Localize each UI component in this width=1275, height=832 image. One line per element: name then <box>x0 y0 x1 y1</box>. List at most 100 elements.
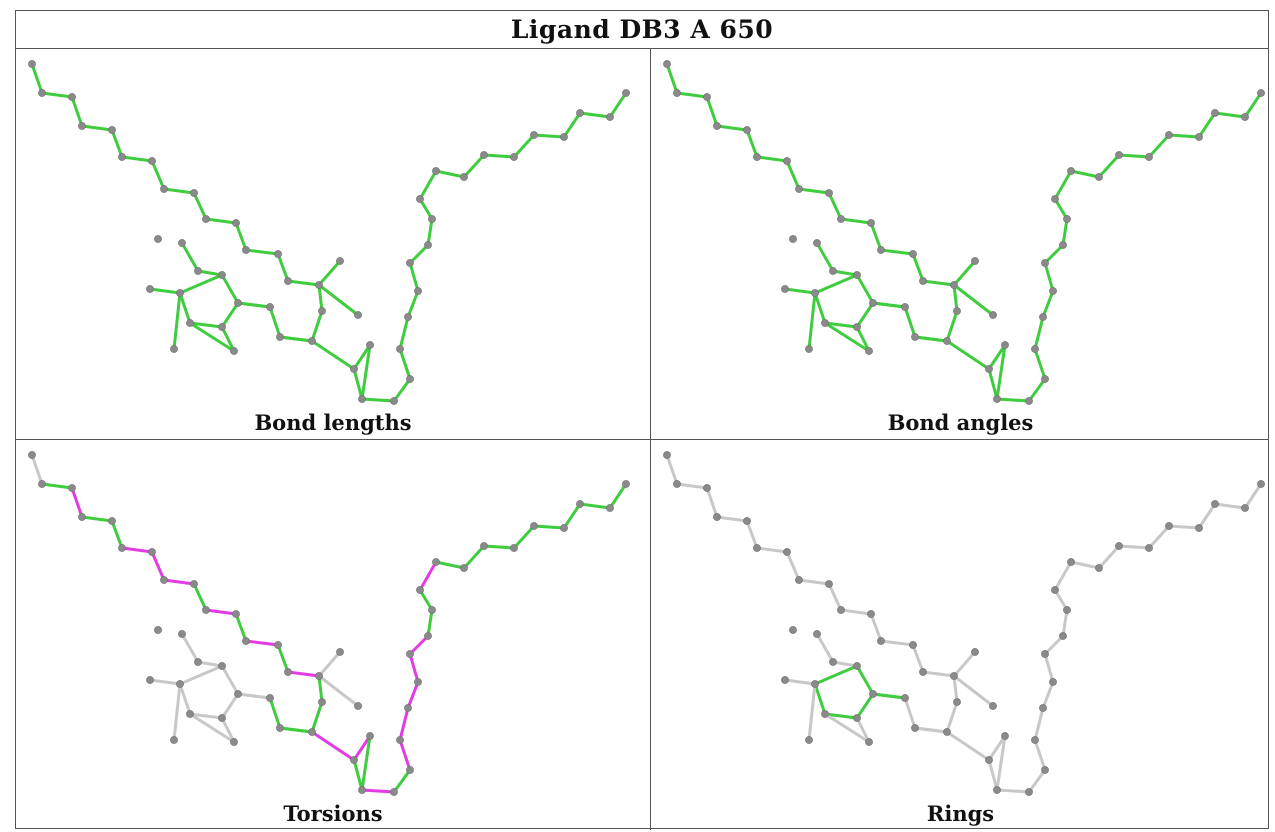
atom-32 <box>350 756 358 764</box>
atom-8 <box>190 189 198 197</box>
atom-28 <box>821 710 829 718</box>
bond-54 <box>172 291 182 351</box>
bond-31 <box>871 692 907 700</box>
bond-5 <box>120 546 154 554</box>
bond-29 <box>823 321 871 353</box>
bond-24 <box>813 273 859 295</box>
atom-17 <box>318 307 326 315</box>
bond-0 <box>30 453 44 486</box>
atom-5 <box>753 153 761 161</box>
atom-13 <box>919 277 927 285</box>
bond-52 <box>1213 111 1247 119</box>
atom-35 <box>1025 397 1033 405</box>
atom-29 <box>853 323 861 331</box>
atom-20 <box>901 303 909 311</box>
bond-49 <box>512 133 536 159</box>
bond-13 <box>286 279 321 287</box>
panel-rings: Rings <box>651 440 1270 830</box>
atom-45 <box>460 564 468 572</box>
atom-8 <box>825 189 833 197</box>
bond-10 <box>234 612 248 643</box>
bond-52 <box>1213 502 1247 510</box>
atom-42 <box>1063 215 1071 223</box>
bond-16 <box>317 674 324 704</box>
atom-10 <box>867 219 875 227</box>
atom-36 <box>1041 766 1049 774</box>
atom-47 <box>510 544 518 552</box>
atom-46 <box>1115 151 1123 159</box>
bond-23 <box>815 241 835 273</box>
bond-11 <box>244 639 280 647</box>
bond-19 <box>268 305 282 339</box>
atom-22 <box>218 662 226 670</box>
atom-3 <box>713 122 721 130</box>
bond-38 <box>1033 347 1047 381</box>
bond-40 <box>406 680 420 710</box>
bond-53 <box>1243 91 1263 119</box>
bond-36 <box>995 788 1031 794</box>
bond-3 <box>80 124 114 132</box>
atom-52 <box>1257 89 1265 97</box>
atom-13 <box>919 668 927 676</box>
atom-48 <box>530 131 538 139</box>
bond-26 <box>813 291 827 325</box>
bond-12 <box>911 252 925 283</box>
bond-29 <box>188 712 236 744</box>
atom-33 <box>1001 341 1009 349</box>
atom-47 <box>1145 544 1153 552</box>
bond-14 <box>317 259 342 287</box>
atom-39 <box>1049 287 1057 295</box>
atom-23 <box>194 658 202 666</box>
atom-25 <box>154 235 162 243</box>
bond-41 <box>408 261 420 293</box>
bond-26 <box>813 682 827 716</box>
atom-9 <box>837 606 845 614</box>
atom-31 <box>170 345 178 353</box>
bond-14 <box>952 650 977 678</box>
atom-27 <box>176 680 184 688</box>
bond-5 <box>120 155 154 163</box>
bond-7 <box>797 578 831 586</box>
atom-25 <box>789 235 797 243</box>
atom-18 <box>308 337 316 345</box>
bond-28 <box>855 301 875 329</box>
bond-16 <box>317 283 324 313</box>
atom-9 <box>202 215 210 223</box>
atom-30 <box>865 738 873 746</box>
atom-16 <box>354 311 362 319</box>
bond-36 <box>360 397 396 403</box>
bond-39 <box>398 315 410 351</box>
atom-1 <box>38 480 46 488</box>
bond-8 <box>192 582 208 612</box>
atom-24 <box>178 630 186 638</box>
atom-3 <box>713 513 721 521</box>
atom-0 <box>663 60 671 68</box>
atom-0 <box>663 451 671 459</box>
atom-29 <box>218 714 226 722</box>
atom-33 <box>366 732 374 740</box>
atom-51 <box>1241 504 1249 512</box>
atom-23 <box>829 658 837 666</box>
bond-50 <box>532 524 566 530</box>
bond-6 <box>785 159 801 191</box>
bond-53 <box>608 91 628 119</box>
atom-11 <box>877 246 885 254</box>
bond-43 <box>426 217 434 247</box>
atom-22 <box>218 271 226 279</box>
bond-8 <box>827 582 843 612</box>
bond-45 <box>418 560 438 592</box>
bond-15 <box>952 674 995 708</box>
bond-43 <box>1061 608 1069 638</box>
atom-46 <box>480 151 488 159</box>
molecule-view-bond-lengths <box>28 60 630 405</box>
bond-15 <box>317 283 360 317</box>
atom-27 <box>811 289 819 297</box>
bond-8 <box>827 191 843 221</box>
atom-11 <box>242 246 250 254</box>
atom-44 <box>1067 558 1075 566</box>
atom-51 <box>1241 113 1249 121</box>
bond-30 <box>855 325 871 353</box>
atom-50 <box>576 109 584 117</box>
atom-51 <box>606 504 614 512</box>
bond-50 <box>1167 524 1201 530</box>
